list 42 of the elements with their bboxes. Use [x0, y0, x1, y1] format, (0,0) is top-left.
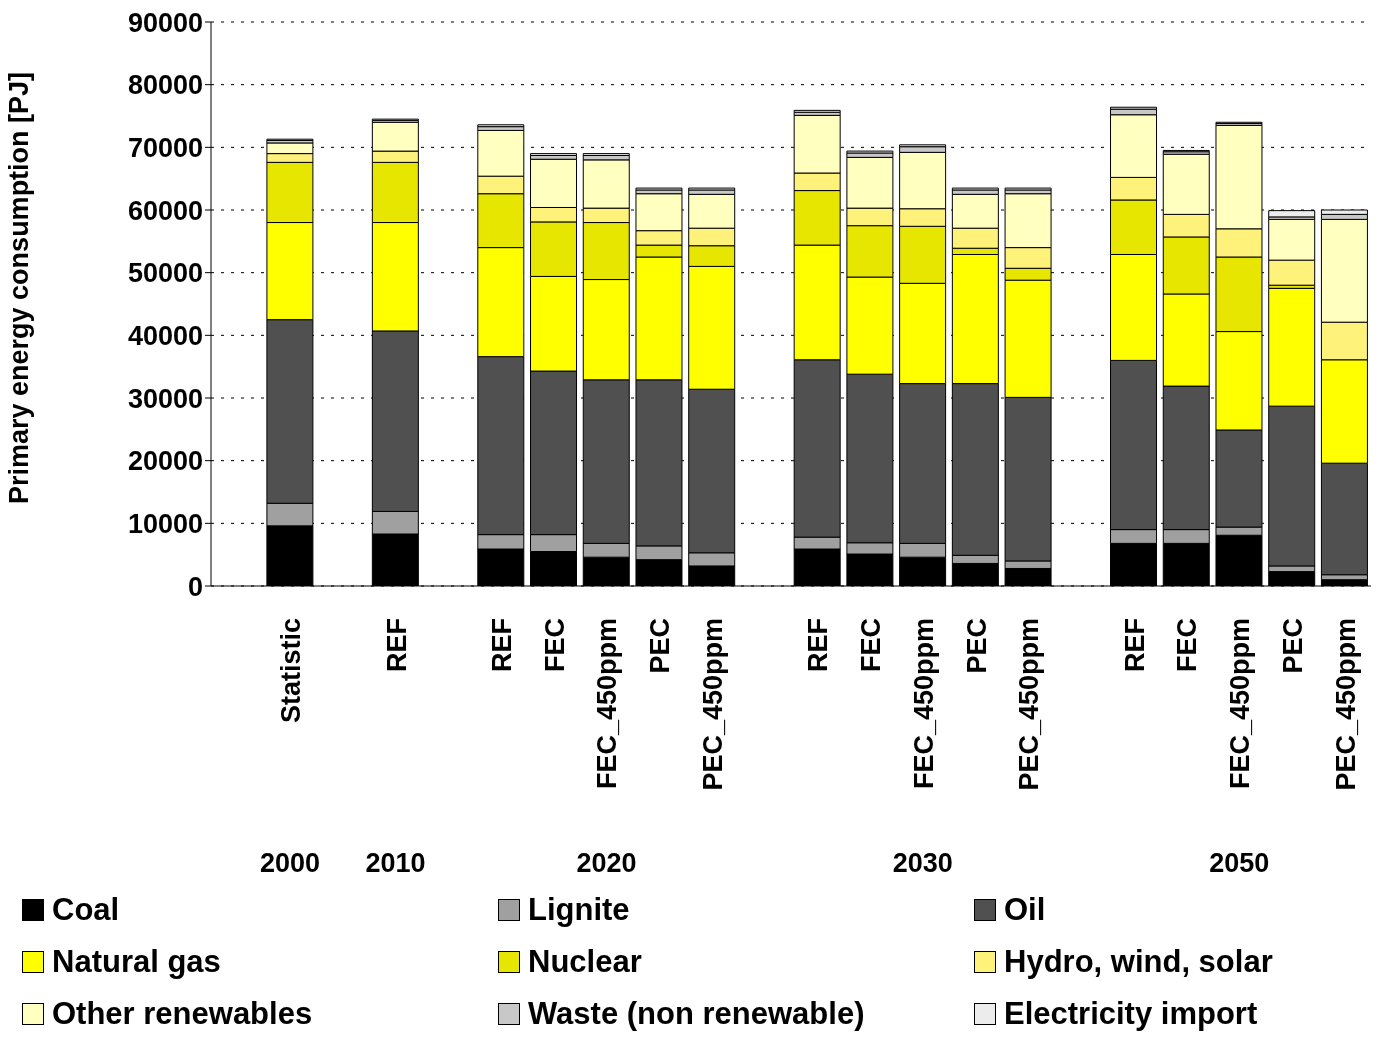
legend-label: Nuclear: [528, 944, 642, 980]
x-tick-label: REF: [1119, 618, 1150, 672]
x-tick-label: PEC_450ppm: [697, 618, 728, 791]
text: 2030: [892, 848, 953, 878]
legend-label: Other renewables: [52, 996, 313, 1032]
y-tick-label: 20000: [127, 446, 203, 477]
y-tick-label: 60000: [127, 195, 203, 226]
y-tick-label: 10000: [127, 508, 203, 539]
x-tick-label: FEC: [539, 618, 570, 672]
x-tick-label: FEC_450ppm: [592, 618, 623, 790]
legend-label: Waste (non renewable): [528, 996, 865, 1032]
legend-label: Oil: [1004, 892, 1046, 928]
y-tick-label: 50000: [127, 258, 203, 289]
x-tick-label: PEC: [1277, 618, 1308, 674]
y-tick-label: 0: [187, 571, 203, 602]
y-axis-title: Primary energy consumption [PJ]: [3, 71, 34, 504]
x-tick-label: FEC: [1172, 618, 1203, 672]
x-tick-label: FEC: [856, 618, 887, 672]
x-tick-label: FEC_450ppm: [1225, 618, 1256, 790]
x-tick-label: REF: [487, 618, 517, 672]
text: 2010: [365, 848, 426, 878]
y-tick-label: 70000: [127, 132, 203, 163]
text: 2050: [1209, 848, 1270, 878]
x-tick-label: REF: [803, 618, 834, 672]
legend-label: Hydro, wind, solar: [1004, 944, 1273, 980]
legend-label: Lignite: [528, 892, 630, 928]
x-tick-label: FEC_450ppm: [908, 618, 939, 790]
y-tick-label: 90000: [127, 7, 203, 38]
x-tick-label: PEC: [645, 618, 676, 674]
y-tick-label: 30000: [127, 383, 203, 414]
x-tick-label: PEC: [961, 618, 992, 674]
legend-label: Coal: [52, 892, 120, 928]
legend-label: Electricity import: [1004, 996, 1258, 1032]
legend-label: Natural gas: [52, 944, 221, 980]
text: 2000: [260, 848, 321, 878]
x-tick-label: PEC_450ppm: [1330, 618, 1361, 791]
x-tick-label: REF: [381, 618, 412, 672]
y-tick-label: 40000: [127, 320, 203, 351]
y-tick-label: 80000: [127, 70, 203, 101]
text: 2020: [576, 848, 637, 878]
x-tick-label: PEC_450ppm: [1014, 618, 1045, 791]
x-tick-label: Statistic: [276, 618, 307, 724]
